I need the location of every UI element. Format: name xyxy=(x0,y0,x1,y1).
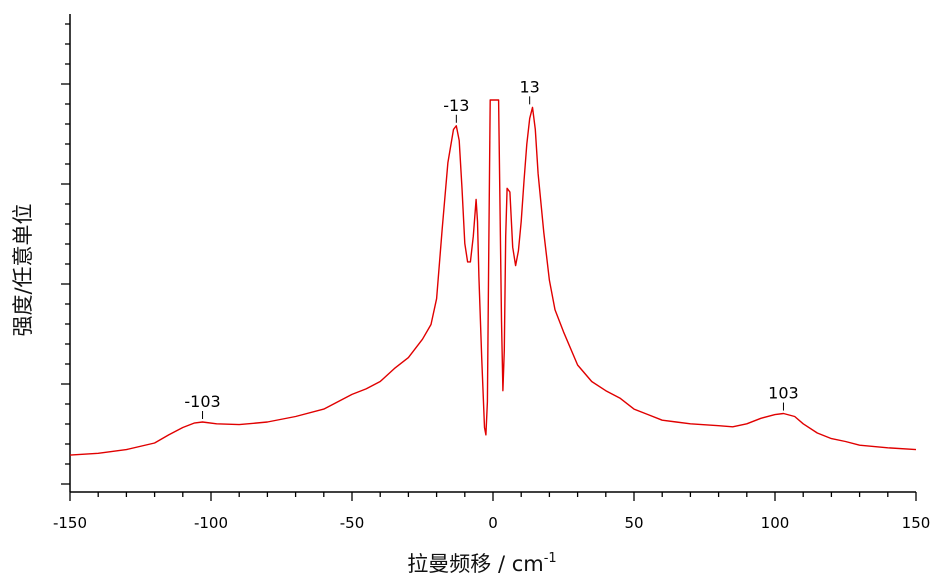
peak-label: -103 xyxy=(184,392,220,411)
plot-area: -150 -100 -50 0 50 100 150 -103 -13 13 103 xyxy=(53,14,930,532)
x-tick-label: 150 xyxy=(902,514,931,532)
peak-label: -13 xyxy=(443,96,469,115)
x-tick-label: -150 xyxy=(53,514,87,532)
x-tick-label: -100 xyxy=(194,514,228,532)
x-axis-title-text: 拉曼频移 / cm xyxy=(407,552,543,576)
x-axis-ticks xyxy=(69,492,917,501)
x-tick-label: -50 xyxy=(340,514,365,532)
x-tick-label: 50 xyxy=(624,514,643,532)
x-tick-label: 100 xyxy=(761,514,790,532)
peak-label: 13 xyxy=(519,77,539,96)
peak-annotations: -103 -13 13 103 xyxy=(184,77,799,419)
x-tick-label: 0 xyxy=(488,514,498,532)
spectrum-series-line xyxy=(69,99,917,456)
x-axis-title-superscript: -1 xyxy=(544,551,557,566)
y-axis-ticks xyxy=(61,23,70,485)
x-axis-title: 拉曼频移 / cm-1 xyxy=(407,551,556,576)
x-axis-tick-labels: -150 -100 -50 0 50 100 150 xyxy=(53,514,930,532)
peak-label: 103 xyxy=(768,384,799,403)
y-axis-title: 强度/任意单位 xyxy=(11,203,35,336)
